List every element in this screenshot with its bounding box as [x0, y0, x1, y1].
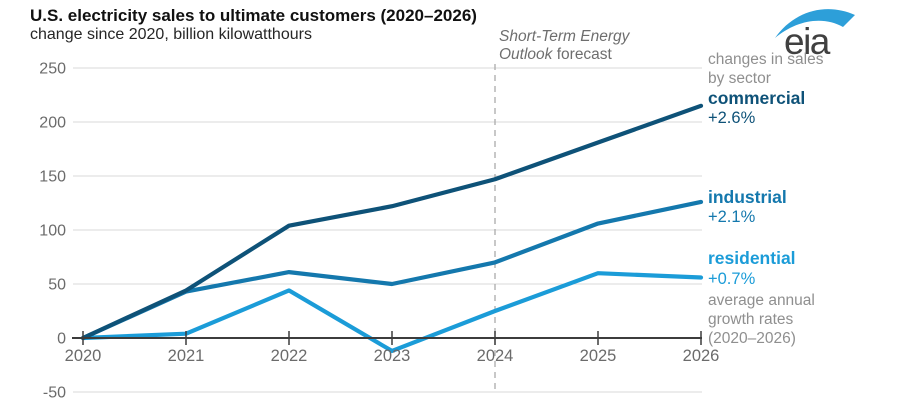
legend-rate-commercial: +2.6% [708, 109, 756, 127]
eia-logo-swoosh [775, 9, 855, 38]
growth-rate-note: average annual growth rates (2020–2026) [708, 292, 815, 347]
svg-text:2020: 2020 [65, 347, 102, 365]
eia-logo: eia [775, 9, 855, 60]
svg-text:150: 150 [39, 169, 66, 186]
forecast-annotation: Short-Term Energy Outlook forecast [499, 28, 651, 64]
svg-text:250: 250 [39, 61, 66, 78]
legend-label-industrial: industrial [708, 187, 787, 207]
svg-text:2021: 2021 [168, 347, 205, 365]
svg-text:2023: 2023 [374, 347, 411, 365]
svg-text:-50: -50 [43, 385, 66, 402]
svg-text:200: 200 [39, 115, 66, 132]
svg-text:100: 100 [39, 223, 66, 240]
legend-rate-residential: +0.7% [708, 270, 756, 288]
x-axis-labels-group: 2020 2021 2022 2023 2024 2025 2026 [65, 347, 720, 365]
svg-text:2022: 2022 [271, 347, 308, 365]
gridlines-group [73, 67, 702, 393]
chart-subtitle: change since 2020, billion kilowatthours [30, 26, 312, 43]
eia-logo-text: eia [784, 21, 831, 60]
y-axis-labels-group: 250 200 150 100 50 0 -50 [39, 61, 66, 402]
forecast-annotation-regular: forecast [552, 46, 612, 63]
svg-text:2025: 2025 [580, 347, 617, 365]
chart-title: U.S. electricity sales to ultimate custo… [30, 6, 477, 25]
svg-text:0: 0 [57, 331, 66, 348]
legend-label-commercial: commercial [708, 88, 806, 108]
legend-rate-industrial: +2.1% [708, 208, 756, 226]
svg-text:50: 50 [48, 277, 66, 294]
series-lines-group [80, 103, 704, 354]
svg-text:2026: 2026 [683, 347, 720, 365]
svg-text:2024: 2024 [477, 347, 514, 365]
legend-label-residential: residential [708, 248, 796, 268]
x-axis-line-group [72, 331, 702, 345]
sector-change-note: changes in sales by sector [708, 51, 824, 87]
forecast-annotation-italic: Short-Term Energy Outlook [499, 28, 630, 63]
